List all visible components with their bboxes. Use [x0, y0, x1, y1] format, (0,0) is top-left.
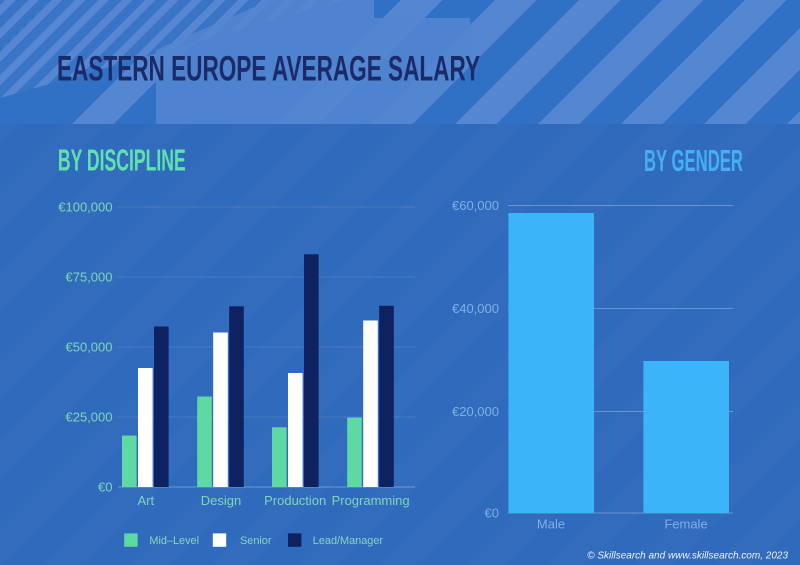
svg-text:Art: Art	[137, 493, 154, 508]
svg-text:Lead/Manager: Lead/Manager	[313, 535, 384, 547]
svg-text:€100,000: €100,000	[58, 200, 112, 215]
svg-text:€25,000: €25,000	[66, 410, 113, 425]
svg-text:Male: Male	[537, 517, 565, 532]
svg-text:BY DISCIPLINE: BY DISCIPLINE	[58, 144, 186, 178]
svg-text:Programming: Programming	[332, 493, 410, 508]
svg-text:Design: Design	[201, 493, 241, 508]
svg-text:Production: Production	[264, 493, 326, 508]
svg-text:BY GENDER: BY GENDER	[644, 143, 743, 178]
svg-text:€0: €0	[485, 506, 499, 521]
svg-text:EASTERN EUROPE AVERAGE SALARY: EASTERN EUROPE AVERAGE SALARY	[57, 50, 480, 89]
svg-text:€0: €0	[98, 480, 112, 495]
svg-text:Senior: Senior	[240, 535, 272, 547]
svg-text:Female: Female	[664, 517, 707, 532]
svg-text:€40,000: €40,000	[452, 301, 499, 316]
svg-text:Mid–Level: Mid–Level	[149, 535, 199, 547]
svg-text:€50,000: €50,000	[66, 340, 113, 355]
svg-text:© Skillsearch and www.skillsea: © Skillsearch and www.skillsearch.com, 2…	[587, 551, 788, 562]
svg-text:€75,000: €75,000	[66, 270, 113, 285]
svg-text:€20,000: €20,000	[452, 404, 499, 419]
svg-text:€60,000: €60,000	[452, 198, 499, 213]
